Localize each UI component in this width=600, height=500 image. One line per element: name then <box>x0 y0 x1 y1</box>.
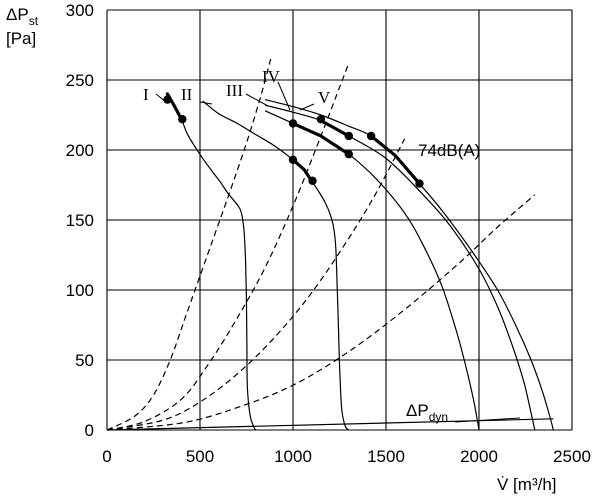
curve-label-leader <box>245 93 269 107</box>
operating-point-marker <box>366 131 376 141</box>
operating-point-marker <box>344 131 353 141</box>
fan-curve-III-operating-range <box>291 121 351 156</box>
operating-point-marker <box>288 119 298 128</box>
curve-label-leader <box>299 103 315 111</box>
y-axis-label: ΔPst <box>6 5 39 28</box>
curve-label-leader <box>199 101 213 105</box>
dynamic-pressure-label-sub: dyn <box>429 410 448 424</box>
fan-curve-V-operating-range <box>369 134 422 186</box>
system-curve <box>106 138 406 431</box>
fan-curve-I <box>166 93 257 431</box>
curve-label-leader <box>155 93 167 103</box>
fan-curve-IV-operating-range <box>319 119 351 138</box>
curve-label-I: I <box>143 85 149 104</box>
noise-level-label: 74dB(A) <box>418 141 480 160</box>
dynamic-pressure-label: ΔPdyn <box>406 401 448 424</box>
x-tick-label: 1500 <box>367 447 405 466</box>
x-tick-label: 1000 <box>274 447 312 466</box>
fan-curve-V <box>264 99 554 431</box>
x-axis-label: V̇ [m³/h] <box>497 475 557 494</box>
operating-point-marker <box>163 95 172 104</box>
y-tick-label: 150 <box>66 211 94 230</box>
system-curves <box>106 58 554 431</box>
y-axis-label-sub: st <box>29 14 39 28</box>
curve-label-III: III <box>226 81 243 100</box>
y-tick-label: 100 <box>66 281 94 300</box>
x-tick-label: 0 <box>102 447 111 466</box>
curve-label-IV: IV <box>262 67 281 86</box>
x-tick-label: 2500 <box>553 447 591 466</box>
dynamic-pressure-label-main: ΔP <box>406 401 429 420</box>
fan-curves <box>163 92 554 431</box>
operating-point-marker <box>316 115 326 124</box>
curve-label-II: II <box>181 85 193 104</box>
x-tick-label: 2000 <box>460 447 498 466</box>
system-curve <box>106 58 272 431</box>
operating-point-marker <box>415 179 424 188</box>
operating-point-marker <box>178 115 187 124</box>
tick-labels: 0 500 1000 1500 2000 2500 0 50 100 150 200 250 300 <box>66 1 591 466</box>
grid <box>106 9 573 431</box>
fan-curve-IV <box>264 104 536 431</box>
y-axis-label-main: ΔP <box>6 5 29 24</box>
y-tick-label: 0 <box>85 421 94 440</box>
y-axis-unit: [Pa] <box>6 29 36 48</box>
operating-point-marker <box>308 176 317 185</box>
y-tick-label: 300 <box>66 1 94 20</box>
fan-curve-II <box>202 100 350 431</box>
y-tick-label: 250 <box>66 71 94 90</box>
curve-label-leader <box>277 81 291 111</box>
system-curve <box>106 62 350 431</box>
curve-label-V: V <box>318 88 331 107</box>
system-curve <box>106 194 536 431</box>
fan-curve-II-operating-range <box>291 158 315 184</box>
y-tick-label: 200 <box>66 141 94 160</box>
operating-point-marker <box>344 150 353 159</box>
dynamic-pressure-leader <box>454 417 521 423</box>
x-tick-label: 500 <box>186 447 214 466</box>
y-tick-label: 50 <box>75 351 94 370</box>
operating-point-marker <box>288 155 298 164</box>
